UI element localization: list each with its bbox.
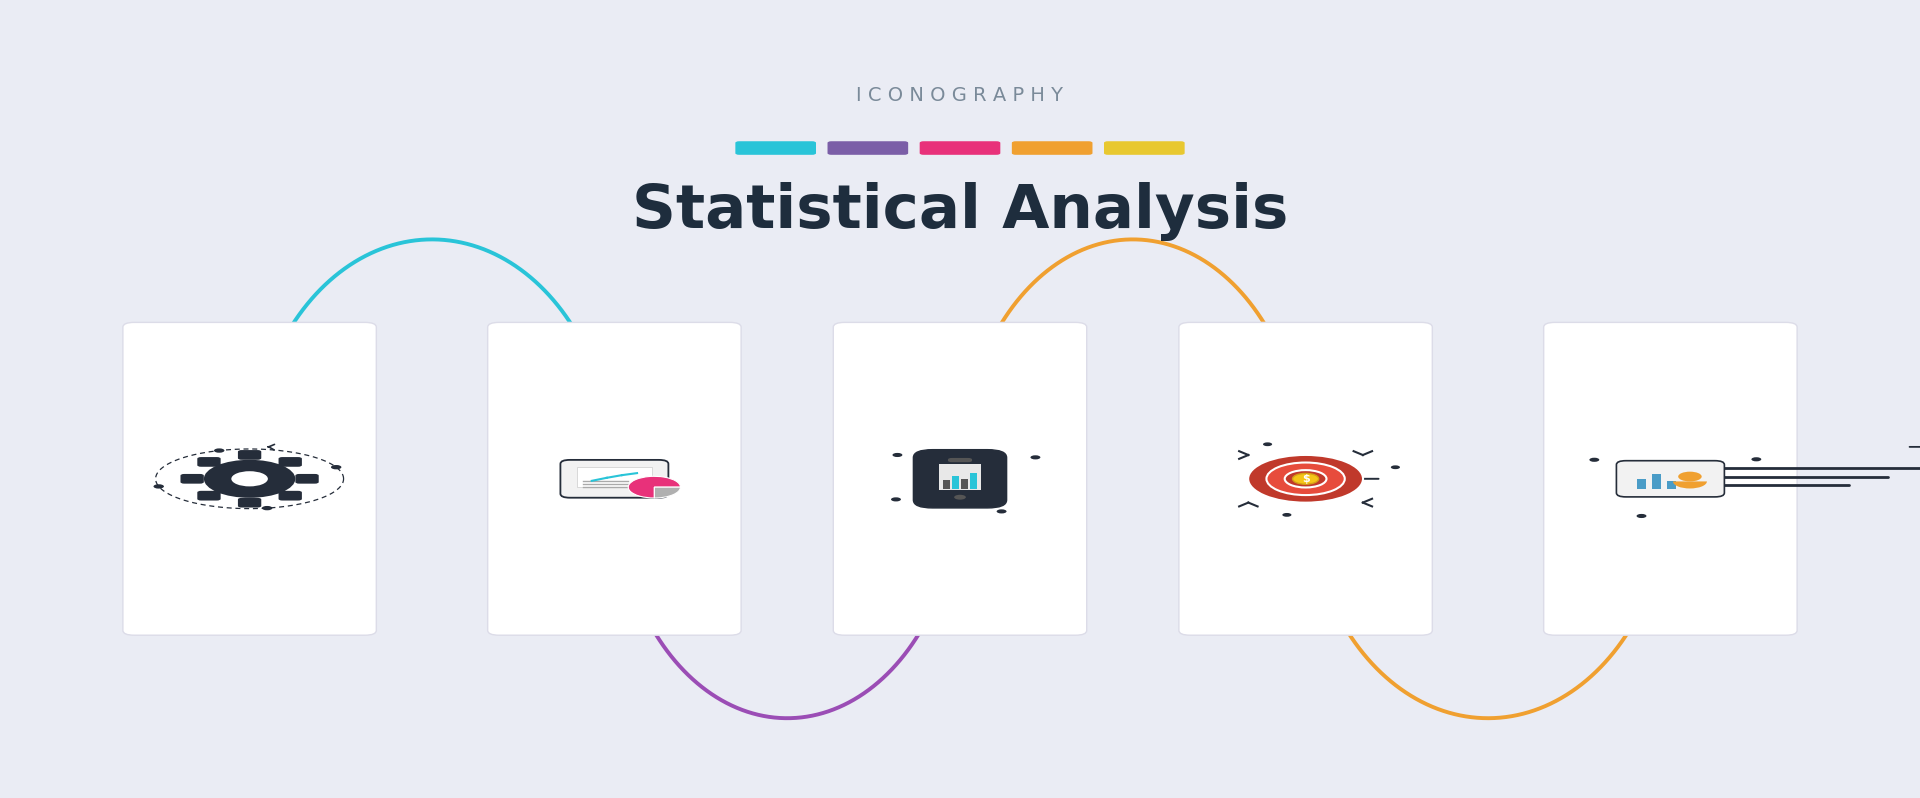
FancyBboxPatch shape <box>198 491 221 500</box>
Circle shape <box>893 453 902 457</box>
Circle shape <box>1751 457 1761 461</box>
Circle shape <box>230 471 269 487</box>
Text: $: $ <box>1302 474 1309 484</box>
Circle shape <box>330 465 342 469</box>
Circle shape <box>891 497 900 501</box>
FancyBboxPatch shape <box>198 457 221 467</box>
Circle shape <box>1284 470 1327 488</box>
Circle shape <box>1390 465 1400 469</box>
Circle shape <box>1031 456 1041 460</box>
FancyBboxPatch shape <box>1544 322 1797 635</box>
FancyBboxPatch shape <box>943 480 950 488</box>
Circle shape <box>213 448 225 452</box>
Circle shape <box>1283 513 1292 517</box>
FancyBboxPatch shape <box>970 473 977 488</box>
Text: Statistical Analysis: Statistical Analysis <box>632 182 1288 241</box>
Circle shape <box>996 509 1006 513</box>
FancyBboxPatch shape <box>278 457 301 467</box>
FancyBboxPatch shape <box>948 458 972 462</box>
Circle shape <box>954 495 966 500</box>
FancyBboxPatch shape <box>238 498 261 508</box>
Circle shape <box>204 460 296 498</box>
FancyBboxPatch shape <box>1636 479 1645 488</box>
Wedge shape <box>628 476 680 498</box>
FancyBboxPatch shape <box>920 141 1000 155</box>
FancyBboxPatch shape <box>238 450 261 460</box>
Circle shape <box>154 484 163 488</box>
FancyBboxPatch shape <box>1667 481 1676 488</box>
Circle shape <box>1678 472 1701 481</box>
Wedge shape <box>1672 481 1707 488</box>
FancyBboxPatch shape <box>735 141 816 155</box>
FancyBboxPatch shape <box>1104 141 1185 155</box>
FancyBboxPatch shape <box>914 449 1006 508</box>
FancyBboxPatch shape <box>561 460 668 498</box>
Circle shape <box>1636 514 1647 518</box>
FancyBboxPatch shape <box>180 474 204 484</box>
FancyBboxPatch shape <box>576 467 653 487</box>
Circle shape <box>1248 455 1363 503</box>
Circle shape <box>1263 442 1273 446</box>
FancyBboxPatch shape <box>952 476 958 488</box>
FancyBboxPatch shape <box>1179 322 1432 635</box>
FancyBboxPatch shape <box>278 491 301 500</box>
FancyBboxPatch shape <box>939 464 981 490</box>
FancyBboxPatch shape <box>296 474 319 484</box>
Circle shape <box>261 506 273 510</box>
FancyBboxPatch shape <box>833 322 1087 635</box>
Circle shape <box>1267 463 1344 495</box>
Text: I C O N O G R A P H Y: I C O N O G R A P H Y <box>856 86 1064 105</box>
FancyBboxPatch shape <box>1651 474 1661 488</box>
FancyBboxPatch shape <box>123 322 376 635</box>
FancyBboxPatch shape <box>962 479 968 488</box>
Wedge shape <box>655 487 680 498</box>
FancyBboxPatch shape <box>1617 460 1724 497</box>
Circle shape <box>1292 473 1319 484</box>
FancyBboxPatch shape <box>488 322 741 635</box>
FancyBboxPatch shape <box>1012 141 1092 155</box>
FancyBboxPatch shape <box>828 141 908 155</box>
Circle shape <box>1590 458 1599 462</box>
